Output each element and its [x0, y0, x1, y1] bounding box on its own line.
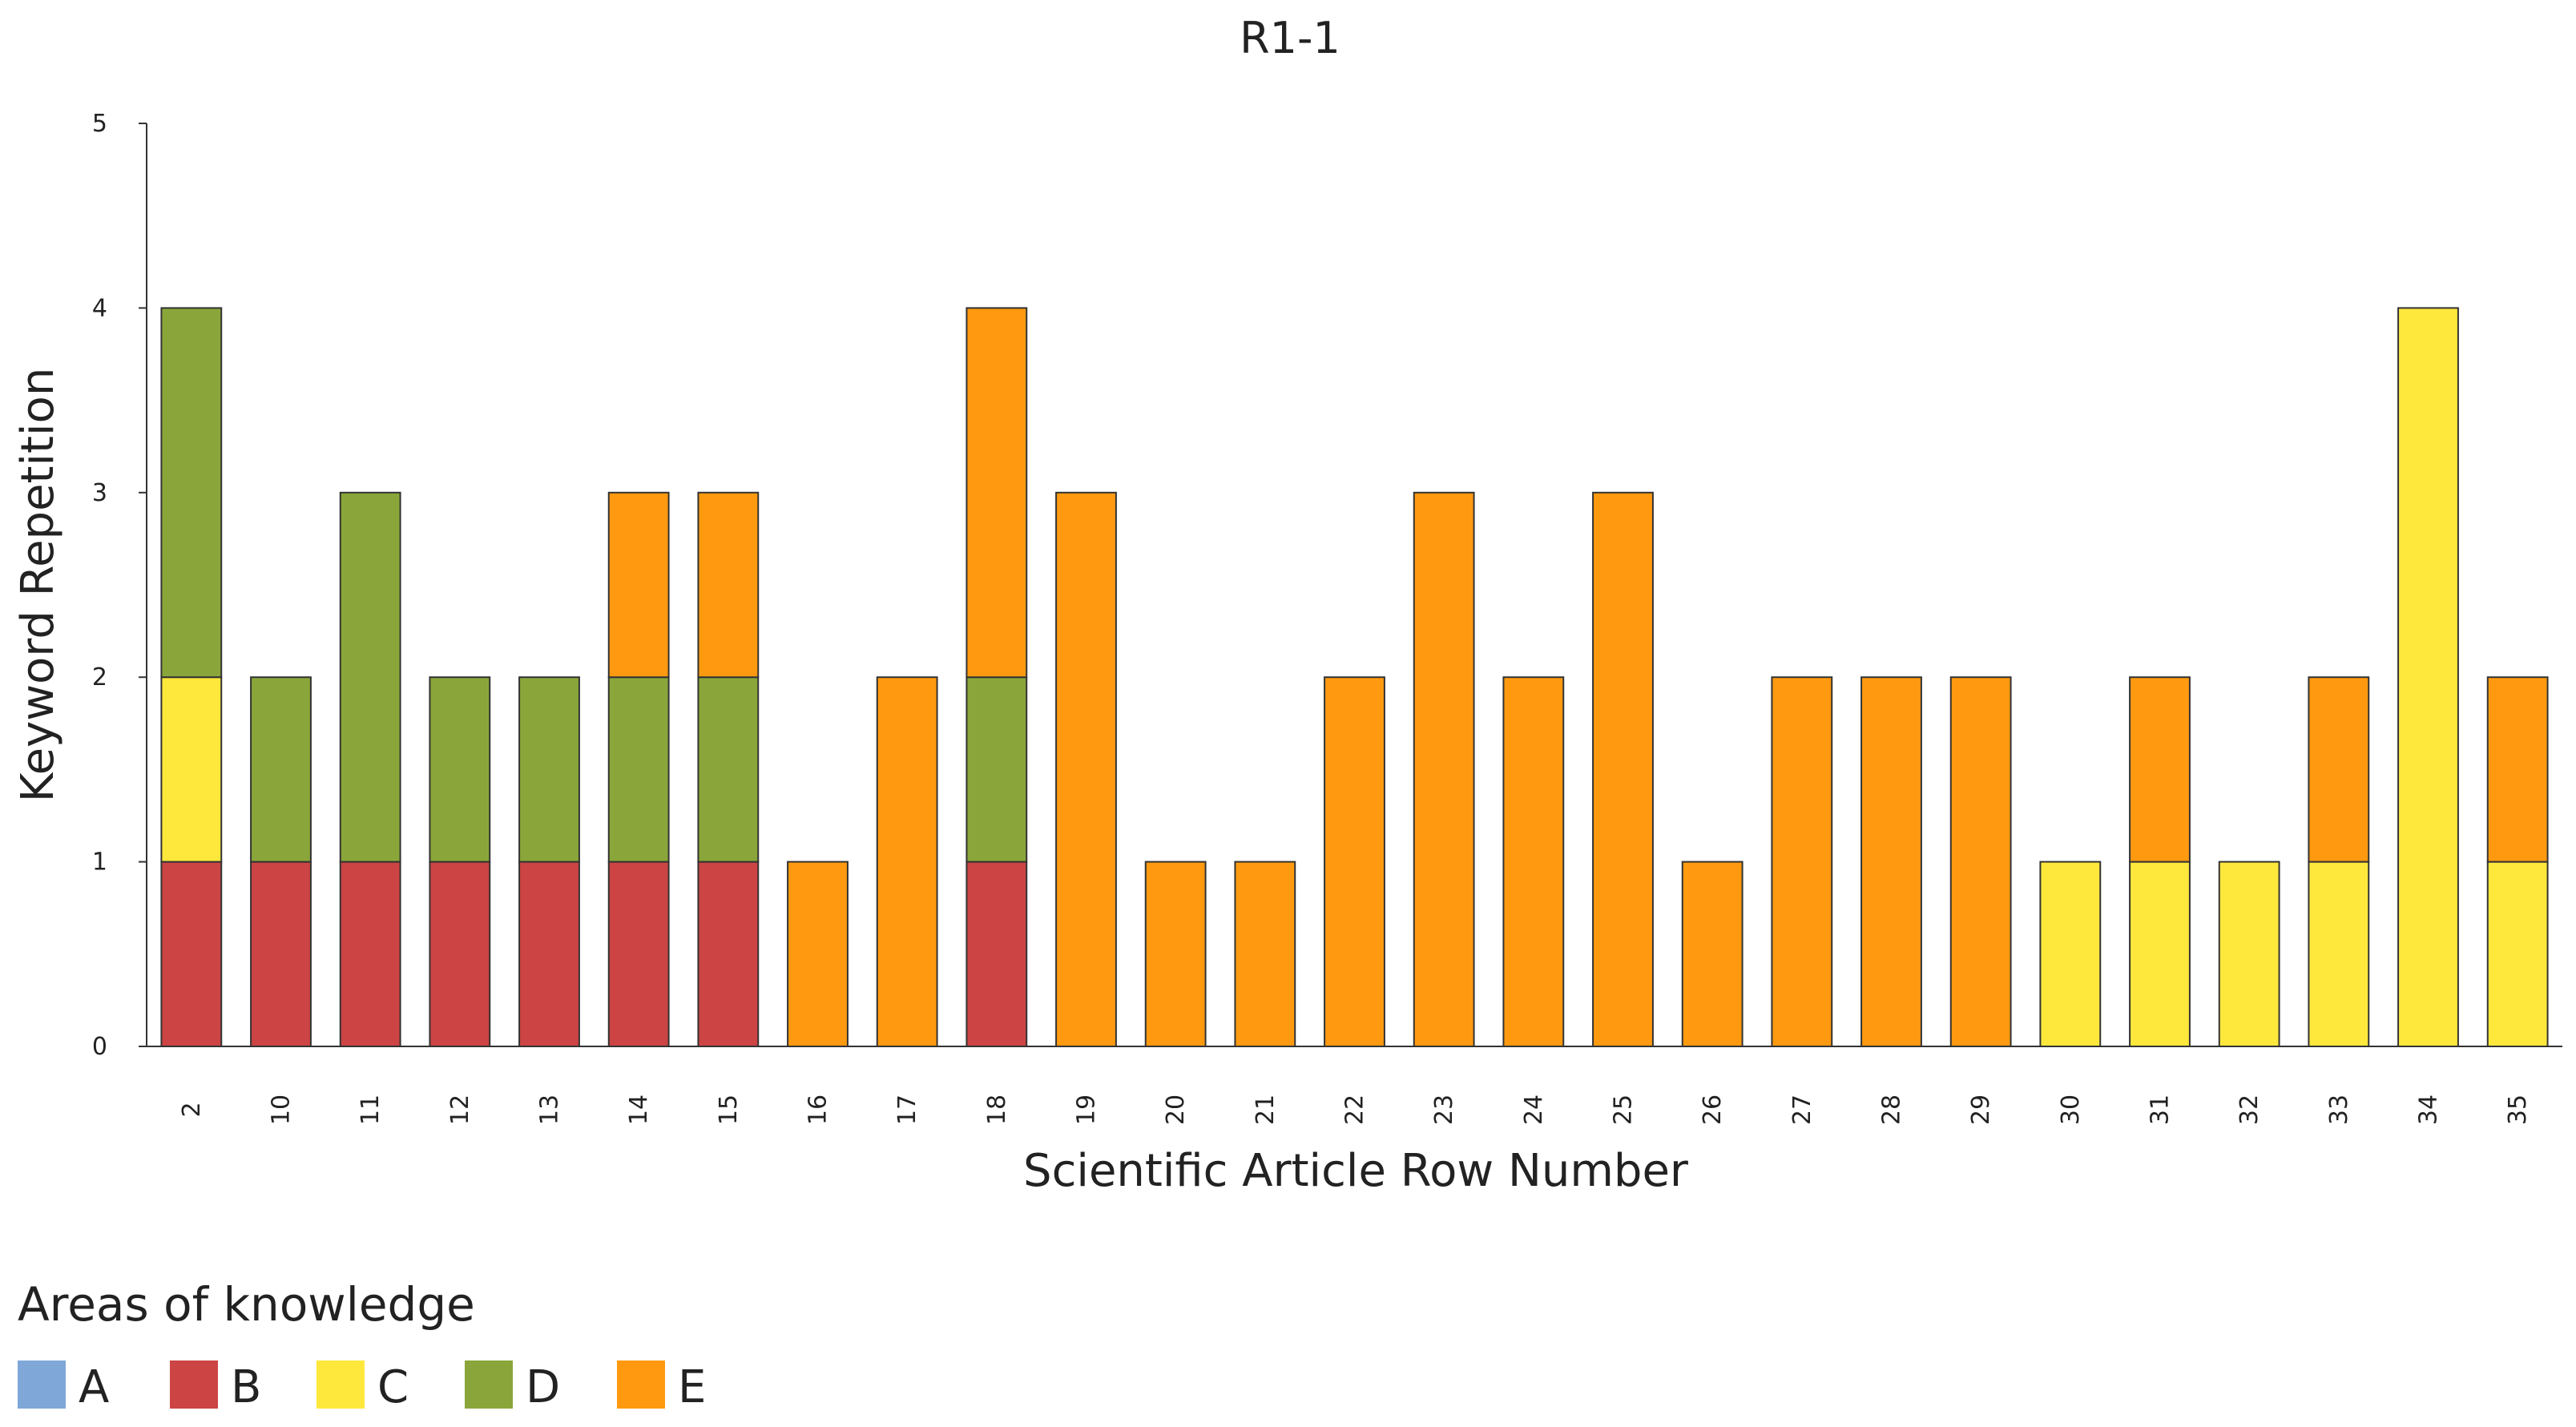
- bar-segment-E-16: [787, 861, 849, 1047]
- x-tick-label: 35: [2504, 1094, 2532, 1125]
- x-tick-label: 13: [536, 1094, 564, 1125]
- legend-label-B: B: [231, 1361, 261, 1413]
- x-tick-label: 11: [357, 1094, 385, 1125]
- x-tick-label: 19: [1073, 1094, 1101, 1125]
- x-tick-label: 28: [1878, 1094, 1906, 1125]
- bar-segment-B-10: [250, 861, 312, 1047]
- bar-segment-D-18: [965, 676, 1028, 863]
- y-tick-label: 1: [92, 849, 107, 877]
- bar-segment-B-14: [607, 861, 670, 1047]
- x-tick-label: 15: [715, 1094, 743, 1125]
- bar-segment-D-2: [160, 307, 223, 679]
- y-tick-label: 0: [92, 1033, 107, 1061]
- legend-swatch-E: [617, 1360, 665, 1409]
- bar-segment-D-13: [518, 676, 580, 863]
- bar-segment-E-22: [1324, 676, 1385, 1047]
- bar-segment-C-32: [2218, 861, 2280, 1047]
- y-tick-label: 4: [92, 294, 107, 322]
- x-tick-label: 34: [2415, 1094, 2443, 1125]
- y-tick-label: 3: [92, 479, 107, 507]
- x-tick-label: 26: [1699, 1094, 1727, 1125]
- x-tick-label: 29: [1967, 1094, 1995, 1125]
- legend-swatch-B: [170, 1360, 218, 1409]
- x-tick-label: 25: [1610, 1094, 1638, 1125]
- legend-swatch-C: [316, 1360, 365, 1409]
- legend-title: Areas of knowledge: [18, 1277, 475, 1332]
- bar-segment-D-15: [697, 676, 760, 863]
- x-tick-label: 17: [893, 1094, 921, 1125]
- bar-segment-C-33: [2308, 861, 2370, 1047]
- bar-segment-C-30: [2039, 861, 2102, 1047]
- bar-segment-E-14: [607, 491, 670, 679]
- bar-segment-C-35: [2486, 861, 2549, 1047]
- bar-segment-E-27: [1771, 676, 1833, 1047]
- bar-segment-B-15: [697, 861, 760, 1047]
- x-tick-label: 22: [1341, 1094, 1369, 1125]
- x-tick-label: 32: [2235, 1094, 2264, 1125]
- legend-swatch-D: [465, 1360, 513, 1409]
- y-axis-label: Keyword Repetition: [12, 368, 64, 803]
- legend-label-C: C: [377, 1361, 409, 1413]
- x-tick-label: 27: [1788, 1094, 1816, 1125]
- x-tick-label: 21: [1252, 1094, 1280, 1125]
- bar-segment-E-21: [1234, 861, 1296, 1047]
- bar-segment-C-31: [2129, 861, 2191, 1047]
- bar-segment-B-2: [160, 861, 223, 1047]
- bar-segment-B-18: [965, 861, 1028, 1047]
- x-tick-label: 18: [983, 1094, 1011, 1125]
- legend-label-D: D: [526, 1361, 560, 1413]
- x-tick-label: 24: [1520, 1094, 1548, 1125]
- bar-segment-D-12: [429, 676, 491, 863]
- bar-segment-E-26: [1681, 861, 1744, 1047]
- bar-segment-E-15: [697, 491, 760, 679]
- bar-segment-D-11: [339, 491, 401, 863]
- legend: A B C D E: [18, 1360, 706, 1413]
- bar-segment-E-35: [2486, 676, 2549, 863]
- bar-segment-D-10: [250, 676, 312, 863]
- bar-segment-E-20: [1144, 861, 1207, 1047]
- x-tick-label: 33: [2325, 1094, 2353, 1125]
- x-tick-label: 2: [178, 1102, 206, 1117]
- bar-segment-E-25: [1592, 491, 1654, 1047]
- x-tick-label: 30: [2057, 1094, 2085, 1125]
- bar-segment-D-14: [607, 676, 670, 863]
- chart-title: R1-1: [1240, 13, 1340, 63]
- bar-segment-B-13: [518, 861, 580, 1047]
- y-tick-label: 2: [92, 663, 107, 691]
- bar-segment-C-2: [160, 676, 223, 863]
- bar-segment-E-19: [1055, 491, 1117, 1047]
- legend-swatch-A: [18, 1360, 66, 1409]
- x-tick-label: 16: [804, 1094, 832, 1125]
- bar-segment-E-28: [1860, 676, 1922, 1047]
- bar-segment-B-12: [429, 861, 491, 1047]
- x-tick-label: 23: [1430, 1094, 1458, 1125]
- bar-segment-E-33: [2308, 676, 2370, 863]
- bar-segment-E-31: [2129, 676, 2191, 863]
- bar-segment-E-23: [1413, 491, 1475, 1047]
- bar-segment-E-29: [1949, 676, 2012, 1047]
- x-tick-label: 31: [2147, 1094, 2175, 1125]
- bar-segment-E-24: [1502, 676, 1565, 1047]
- legend-label-A: A: [79, 1361, 109, 1413]
- x-tick-label: 12: [446, 1094, 474, 1125]
- bar-segment-C-34: [2397, 307, 2459, 1047]
- bar-segment-E-17: [876, 676, 938, 1047]
- x-tick-label: 14: [625, 1094, 653, 1125]
- y-tick-label: 5: [92, 110, 107, 138]
- x-tick-label: 20: [1162, 1094, 1190, 1125]
- legend-label-E: E: [678, 1361, 706, 1413]
- x-tick-label: 10: [268, 1094, 296, 1125]
- x-axis-label: Scientific Article Row Number: [1023, 1145, 1689, 1197]
- bar-segment-E-18: [965, 307, 1028, 679]
- bar-segment-B-11: [339, 861, 401, 1047]
